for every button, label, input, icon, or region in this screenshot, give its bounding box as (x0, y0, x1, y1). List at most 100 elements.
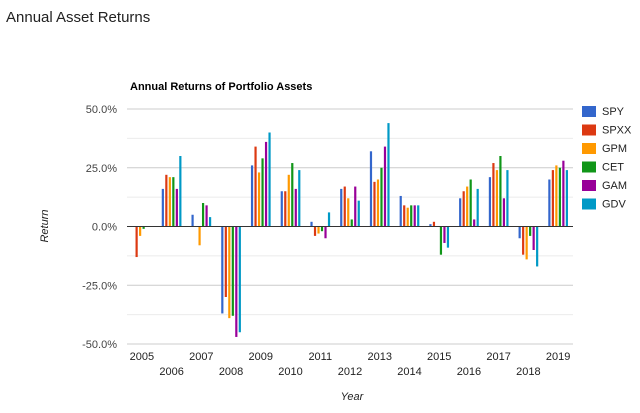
bar (406, 207, 409, 227)
y-tick-label: -25.0% (82, 280, 117, 292)
y-tick-label: -50.0% (82, 339, 117, 351)
x-tick-label: 2019 (546, 351, 570, 363)
bar (429, 224, 432, 227)
bar (380, 167, 383, 227)
bar (488, 177, 492, 227)
bar (261, 158, 264, 227)
bar (168, 177, 171, 227)
bar (555, 165, 558, 227)
x-tick-labels: 2005 2006 2007 2008 2009 2010 2011 2012 2013 2014… (130, 351, 571, 378)
bar (529, 226, 532, 236)
bar (205, 205, 208, 227)
bar (287, 174, 290, 227)
legend: SPY SPXX GPM CET GAM GDV (582, 106, 632, 211)
bar (340, 188, 343, 227)
bar (221, 226, 224, 314)
legend-swatch (582, 180, 596, 191)
bar (268, 132, 271, 227)
bar (499, 156, 502, 227)
bar (495, 170, 499, 227)
x-tick-label: 2014 (397, 366, 421, 378)
bar (313, 226, 317, 236)
bar (469, 179, 472, 227)
bar (347, 198, 350, 227)
bar (562, 160, 565, 227)
gridlines (127, 108, 573, 345)
y-tick-label: 25.0% (86, 163, 117, 175)
x-tick-label: 2015 (427, 351, 451, 363)
x-tick-label: 2007 (189, 351, 213, 363)
bar (264, 141, 268, 227)
bar (172, 177, 175, 227)
bar (320, 226, 324, 232)
bar (399, 195, 402, 227)
x-tick-label: 2017 (486, 351, 510, 363)
bar (522, 226, 525, 255)
bar (373, 181, 376, 227)
bar (417, 205, 420, 227)
y-tick-label: 50.0% (86, 104, 117, 116)
bar (165, 174, 168, 227)
bar (410, 205, 413, 227)
bar (280, 191, 283, 227)
legend-label: SPY (602, 106, 625, 118)
page-heading: Annual Asset Returns (6, 9, 151, 26)
bar (228, 226, 231, 319)
bar (310, 221, 313, 227)
bar (403, 205, 406, 227)
legend-swatch (582, 106, 596, 117)
bar (551, 170, 554, 227)
bar (224, 226, 227, 297)
x-tick-label: 2005 (130, 351, 154, 363)
bar (294, 188, 297, 227)
bar (536, 226, 539, 267)
bar (443, 226, 446, 243)
legend-label: GDV (602, 199, 627, 211)
bars (132, 123, 568, 337)
bar (383, 146, 387, 227)
y-axis-label: Return (39, 209, 51, 242)
bar (250, 165, 254, 227)
bar (231, 226, 234, 316)
bar (284, 191, 287, 227)
bar (257, 172, 261, 227)
bar (525, 226, 528, 260)
bar (439, 226, 443, 255)
bar (462, 191, 465, 227)
bar (502, 198, 506, 227)
bar (413, 205, 416, 227)
legend-swatch (582, 143, 596, 154)
x-tick-label: 2009 (249, 351, 273, 363)
bar (327, 212, 331, 227)
bar (376, 179, 380, 227)
legend-label: GPM (602, 143, 627, 155)
bar (175, 188, 178, 227)
legend-label: CET (602, 162, 624, 174)
bar (191, 214, 194, 227)
bar (343, 186, 346, 227)
bar (357, 200, 360, 227)
bar (198, 226, 201, 246)
bar (291, 163, 294, 227)
bar (317, 226, 320, 234)
legend-label: GAM (602, 180, 627, 192)
x-tick-label: 2010 (278, 366, 302, 378)
bar (161, 188, 164, 227)
bar (565, 170, 568, 227)
bar (473, 219, 476, 227)
x-tick-label: 2011 (308, 351, 332, 363)
bar (208, 217, 212, 227)
x-tick-label: 2008 (219, 366, 243, 378)
bar (354, 186, 357, 227)
x-tick-label: 2016 (457, 366, 481, 378)
y-tick-labels: 50.0% 25.0% 0.0% -25.0% -50.0% (82, 104, 117, 351)
legend-swatch (582, 198, 596, 210)
bar (369, 151, 373, 227)
bar (254, 146, 257, 227)
bar (518, 226, 521, 239)
bar (432, 221, 436, 227)
bar (532, 226, 535, 250)
bar (466, 186, 469, 227)
x-tick-label: 2013 (367, 351, 391, 363)
